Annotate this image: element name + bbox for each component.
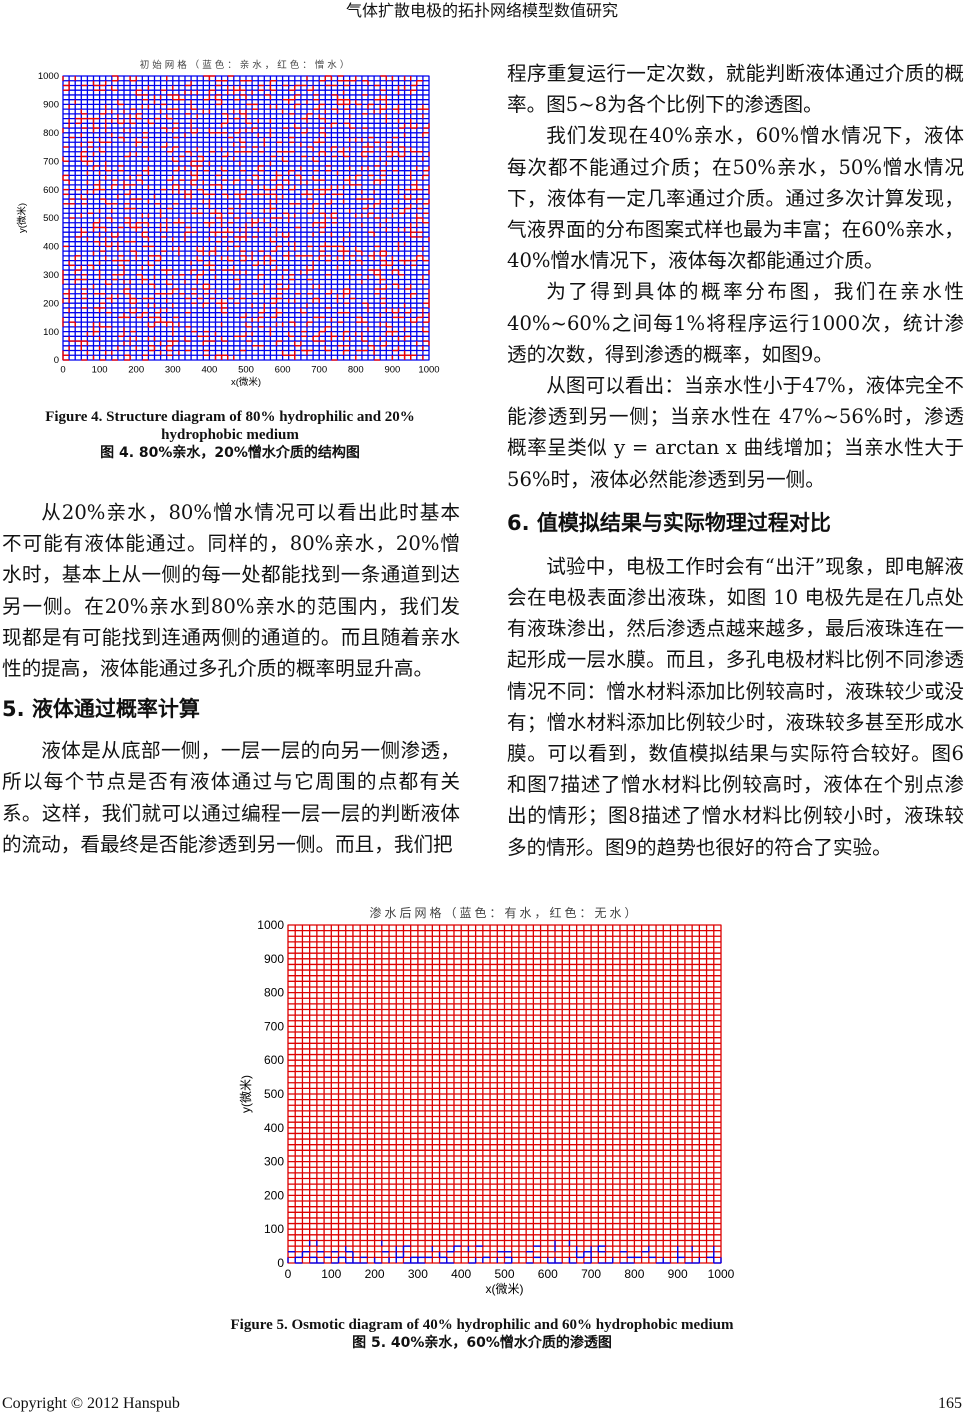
paragraph: 为了得到具体的概率分布图，我们在亲水性40%~60%之间每1%将程序运行1000… (507, 280, 964, 366)
x-tick-label: 800 (624, 1267, 644, 1281)
y-tick-label: 200 (264, 1188, 284, 1202)
figure-4-chart: 初始网格（蓝色：亲水，红色：憎水） 0 100 200 300 400 500 600 700 8… (16, 59, 440, 388)
y-tick-label: 700 (43, 156, 59, 167)
right-column: 程序重复运行一定次数，就能判断液体通过介质的概率。图5~8为各个比例下的渗透图。… (507, 58, 964, 863)
x-tick-label: 400 (451, 1267, 471, 1281)
figure-5-caption: Figure 5. Osmotic diagram of 40% hydroph… (100, 1316, 864, 1352)
x-tick-label: 500 (494, 1267, 514, 1281)
y-axis-label: y(微米) (239, 1075, 253, 1113)
x-tick-label: 400 (201, 365, 217, 376)
x-tick-label: 300 (165, 365, 181, 376)
y-axis-label: y(微米) (16, 203, 28, 233)
chart-title: 初始网格（蓝色：亲水，红色：憎水） (140, 59, 353, 71)
paragraph: 液体是从底部一侧，一层一层的向另一侧渗透，所以每个节点是否有液体通过与它周围的点… (2, 739, 460, 856)
chart-title: 渗水后网格（蓝色：有水，红色：无水） (369, 905, 639, 920)
running-header: 气体扩散电极的拓扑网络模型数值研究 (345, 1, 618, 20)
x-tick-label: 900 (668, 1267, 688, 1281)
figure-5-caption-zh: 图 5. 40%亲水，60%憎水介质的渗透图 (352, 1335, 612, 1351)
y-tick-label: 1000 (38, 71, 59, 82)
left-column: 从20%亲水，80%憎水情况可以看出此时基本不可能有液体能通过。同样的，80%亲… (2, 497, 460, 860)
y-tick-label: 300 (43, 270, 59, 281)
x-axis-label: x(微米) (486, 1282, 524, 1296)
section-heading-5: 5. 液体通过概率计算 (2, 697, 200, 722)
y-tick-label: 300 (264, 1155, 284, 1169)
y-tick-label: 400 (43, 242, 59, 253)
x-axis-label: x(微米) (231, 376, 261, 388)
y-tick-label: 900 (264, 952, 284, 966)
y-tick-label: 900 (43, 100, 59, 111)
x-tick-label: 900 (384, 365, 400, 376)
paragraph: 从20%亲水，80%憎水情况可以看出此时基本不可能有液体能通过。同样的，80%亲… (2, 501, 460, 681)
y-tick-label: 600 (43, 185, 59, 196)
y-tick-label: 700 (264, 1019, 284, 1033)
paragraph: 程序重复运行一定次数，就能判断液体通过介质的概率。图5~8为各个比例下的渗透图。 (507, 62, 964, 117)
x-tick-label: 600 (275, 365, 291, 376)
y-tick-label: 200 (43, 298, 59, 309)
x-tick-label: 800 (348, 365, 364, 376)
x-tick-label: 1000 (708, 1267, 735, 1281)
figure-5-caption-en: Figure 5. Osmotic diagram of 40% hydroph… (230, 1317, 734, 1333)
x-tick-label: 1000 (418, 365, 439, 376)
section-heading-6: 6. 值模拟结果与实际物理过程对比 (507, 510, 831, 535)
y-tick-label: 100 (43, 327, 59, 338)
figure-5-chart: 渗水后网格（蓝色：有水，红色：无水） 0 100 200 300 400 500 600 700… (239, 905, 735, 1296)
figure-4-caption-en: Figure 4. Structure diagram of 80% hydro… (45, 409, 415, 443)
page-number: 165 (938, 1395, 962, 1412)
x-tick-label: 100 (321, 1267, 341, 1281)
y-tick-label: 1000 (257, 918, 284, 932)
paragraph: 从图可以看出：当亲水性小于47%，液体完全不能渗透到另一侧；当亲水性在 47%~… (507, 374, 964, 491)
y-tick-label: 800 (264, 986, 284, 1000)
y-tick-label: 800 (43, 128, 59, 139)
x-tick-label: 0 (285, 1267, 292, 1281)
figure-4-caption-zh: 图 4. 80%亲水，20%憎水介质的结构图 (100, 445, 360, 461)
y-tick-label: 100 (264, 1222, 284, 1236)
x-tick-label: 500 (238, 365, 254, 376)
x-tick-label: 300 (408, 1267, 428, 1281)
y-tick-label: 0 (54, 355, 59, 366)
y-tick-label: 0 (277, 1256, 284, 1270)
y-tick-label: 600 (264, 1053, 284, 1067)
copyright: Copyright © 2012 Hanspub (2, 1395, 180, 1412)
x-tick-label: 700 (311, 365, 327, 376)
x-tick-label: 0 (60, 365, 65, 376)
paragraph: 我们发现在40%亲水，60%憎水情况下，液体每次都不能通过介质；在50%亲水，5… (507, 124, 964, 273)
paragraph: 试验中，电极工作时会有“出汗”现象，即电解液会在电极表面渗出液珠，如图 10 电… (507, 554, 964, 859)
x-tick-label: 200 (128, 365, 144, 376)
figure-4-caption: Figure 4. Structure diagram of 80% hydro… (20, 408, 440, 462)
x-tick-label: 600 (538, 1267, 558, 1281)
x-tick-label: 100 (92, 365, 108, 376)
y-tick-label: 500 (43, 213, 59, 224)
x-tick-label: 700 (581, 1267, 601, 1281)
y-tick-label: 500 (264, 1087, 284, 1101)
x-tick-label: 200 (365, 1267, 385, 1281)
y-tick-label: 400 (264, 1121, 284, 1135)
